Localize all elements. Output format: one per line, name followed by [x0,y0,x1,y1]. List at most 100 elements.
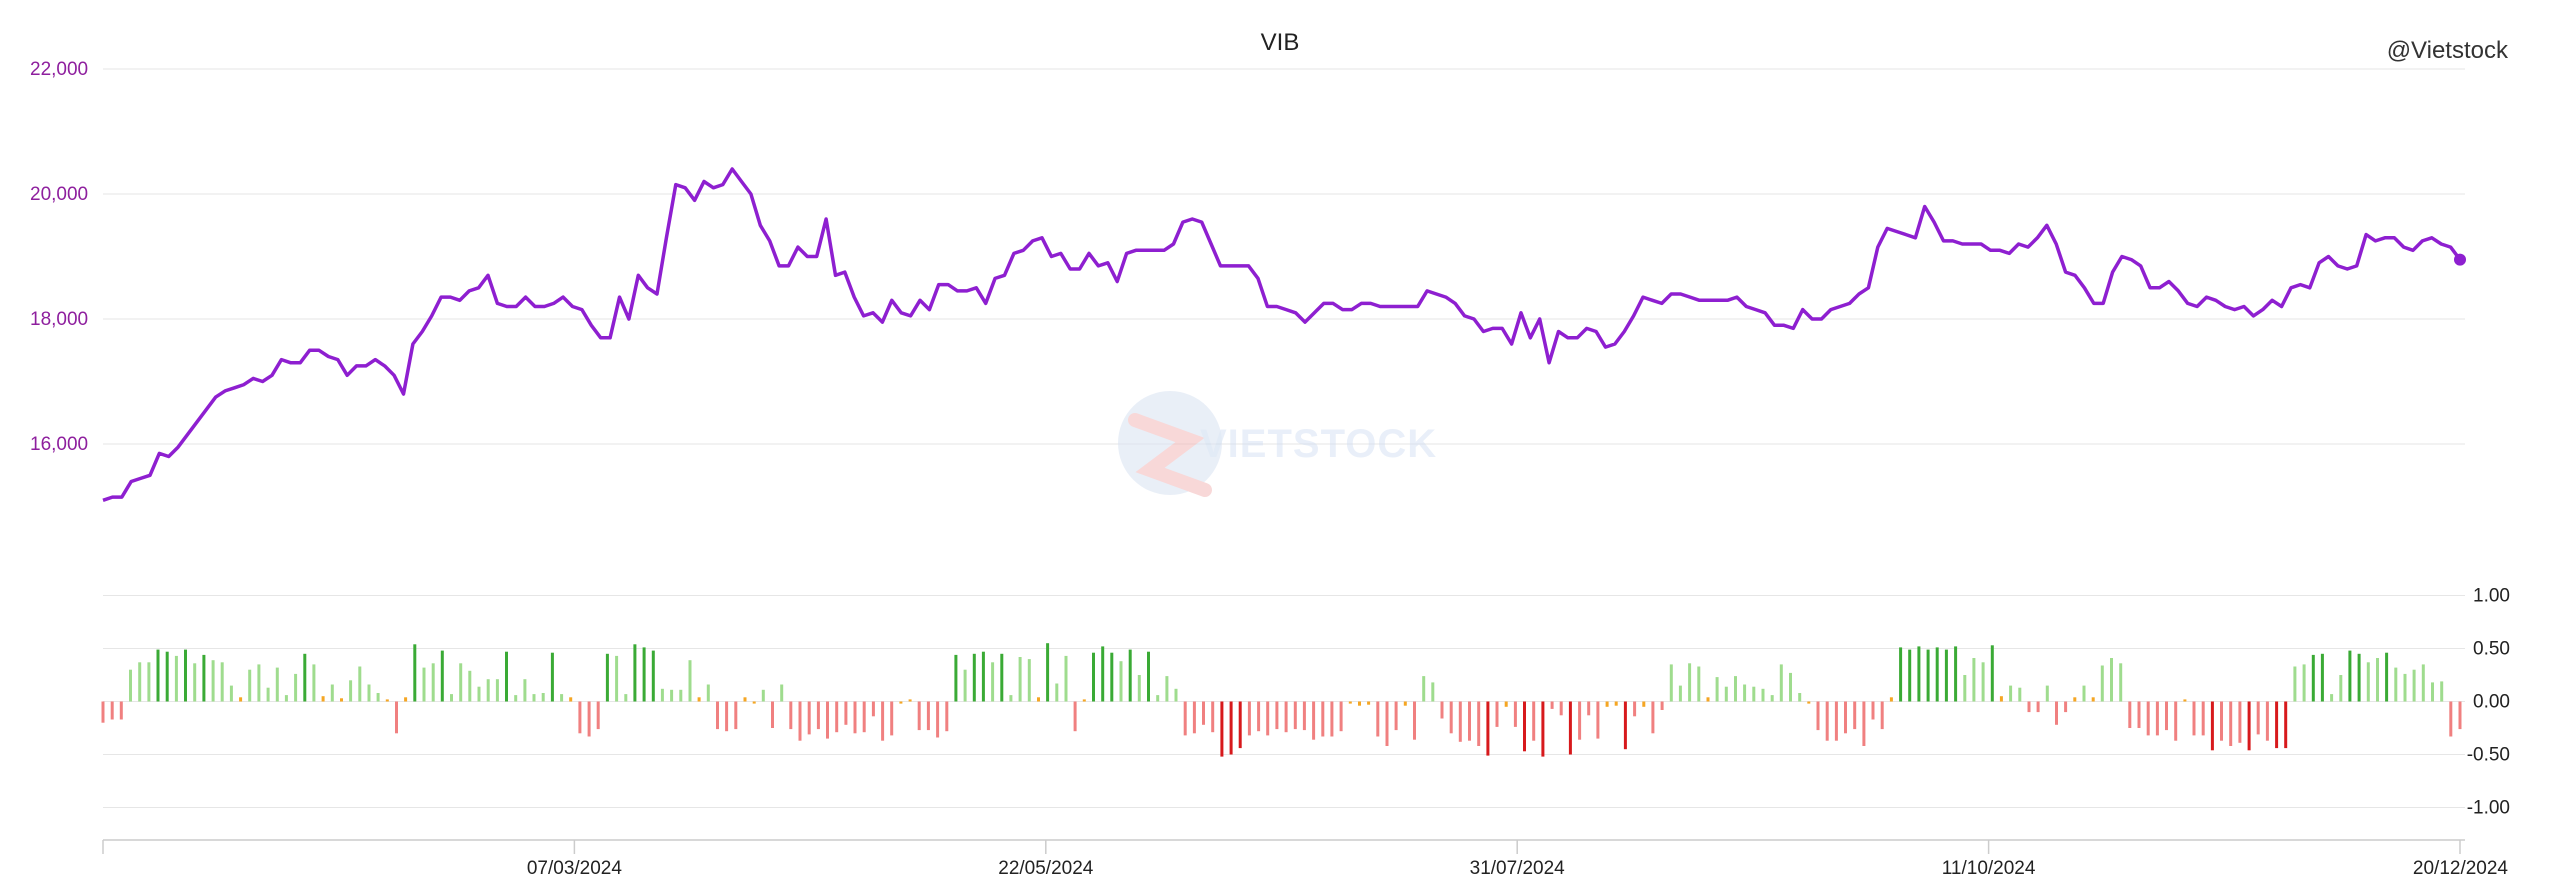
oscillator-bar [1669,664,1673,702]
oscillator-bar [1156,695,1160,702]
oscillator-bar [1192,701,1196,734]
oscillator-bar [2119,663,2123,702]
oscillator-tick-label: 0.50 [2473,639,2510,660]
oscillator-bar [1889,697,1893,702]
oscillator-bar [1568,701,1572,755]
oscillator-bar [1046,643,1050,702]
oscillator-bar [413,644,417,702]
oscillator-bar [670,689,674,702]
oscillator-bar [284,695,288,702]
oscillator-bar [826,701,829,739]
oscillator-bar [1734,676,1737,702]
oscillator-bar [578,701,582,734]
oscillator-bar [275,667,279,702]
oscillator-bar [2458,701,2462,730]
oscillator-bar [1926,649,1930,702]
oscillator-bar [771,701,774,728]
oscillator-bar [1559,701,1563,716]
oscillator-bar [1981,662,1985,702]
oscillator-bar [706,684,710,702]
oscillator-bar [1651,701,1655,734]
oscillator-bar [2091,697,2095,702]
oscillator-bar [2210,701,2214,751]
price-tick-label: 22,000 [30,59,88,80]
oscillator-bar [1614,701,1618,706]
oscillator-bar [1339,701,1343,732]
oscillator-bar [1596,701,1600,739]
oscillator-bar [871,701,875,717]
oscillator-bar [385,699,389,702]
oscillator-bar [1807,701,1811,704]
oscillator-bar [642,647,646,702]
oscillator-bar [1468,701,1471,741]
oscillator-bar [2201,701,2205,736]
oscillator-bar [505,651,508,702]
oscillator-bar [1523,701,1526,752]
oscillator-bar [615,655,619,702]
oscillator-bar [2302,664,2306,702]
oscillator-bar [2220,701,2223,741]
oscillator-bar [1055,683,1059,702]
oscillator-bar [1642,701,1646,707]
oscillator-bar [2311,654,2315,702]
oscillator-bar [2275,701,2279,749]
oscillator-bar [1009,695,1013,702]
oscillator-bar [1119,661,1123,702]
watermark-logo-mark [1128,413,1212,497]
oscillator-bar [1174,688,1178,702]
oscillator-bar [1908,649,1912,702]
oscillator-bar [2247,701,2251,751]
oscillator-bar [477,686,481,702]
oscillator-bar [1880,701,1884,730]
oscillator-bar [798,701,802,741]
oscillator-bar [211,660,215,702]
oscillator-bar [349,680,353,702]
oscillator-bar [569,697,573,702]
oscillator-bar [1963,675,1967,702]
oscillator-bar [1495,701,1499,727]
oscillator-bar [1238,701,1242,749]
oscillator-bar [248,669,252,702]
oscillator-bar [1358,701,1361,706]
oscillator-bar [1550,701,1554,709]
oscillator-bar [1284,701,1288,733]
oscillator-bar [1770,695,1774,702]
oscillator-bar [1798,693,1802,702]
oscillator-bar [899,701,903,704]
oscillator-bar [2431,682,2434,702]
oscillator-bar [1302,701,1306,731]
oscillator-bar [2027,701,2031,713]
x-tick-label: 11/10/2024 [1942,858,2036,879]
oscillator-bar [532,694,536,702]
oscillator-bar [2320,653,2324,702]
vietstock-watermark: VIETSTOCK [1118,391,1436,497]
oscillator-bar [1330,701,1334,737]
oscillator-bar [1312,701,1316,740]
oscillator-bar [294,673,298,702]
oscillator-bar [1633,701,1637,717]
oscillator-bar [1486,701,1490,756]
oscillator-bar [972,653,976,702]
oscillator-bar [450,694,453,702]
oscillator-bar [862,701,866,733]
price-tick-label: 18,000 [30,309,88,330]
oscillator-bar [1761,688,1765,702]
oscillator-bar [2110,658,2113,702]
oscillator-bar [1504,701,1508,707]
oscillator-bar [1816,701,1820,731]
oscillator-bar [486,679,490,702]
oscillator-bar [1394,701,1398,731]
oscillator-bar [917,701,921,731]
oscillator-bar [229,685,233,702]
oscillator-bar [266,687,270,702]
oscillator-bar [2403,673,2407,702]
oscillator-bar [2009,685,2013,702]
oscillator-bar [1678,685,1682,702]
oscillator-bar [1789,672,1792,702]
oscillator-bar [1477,701,1481,746]
oscillator-bar [954,654,958,702]
oscillator-bar [633,644,637,702]
oscillator-bar [2055,701,2058,725]
oscillator-bar [1422,676,1426,702]
oscillator-bar [2165,701,2168,731]
